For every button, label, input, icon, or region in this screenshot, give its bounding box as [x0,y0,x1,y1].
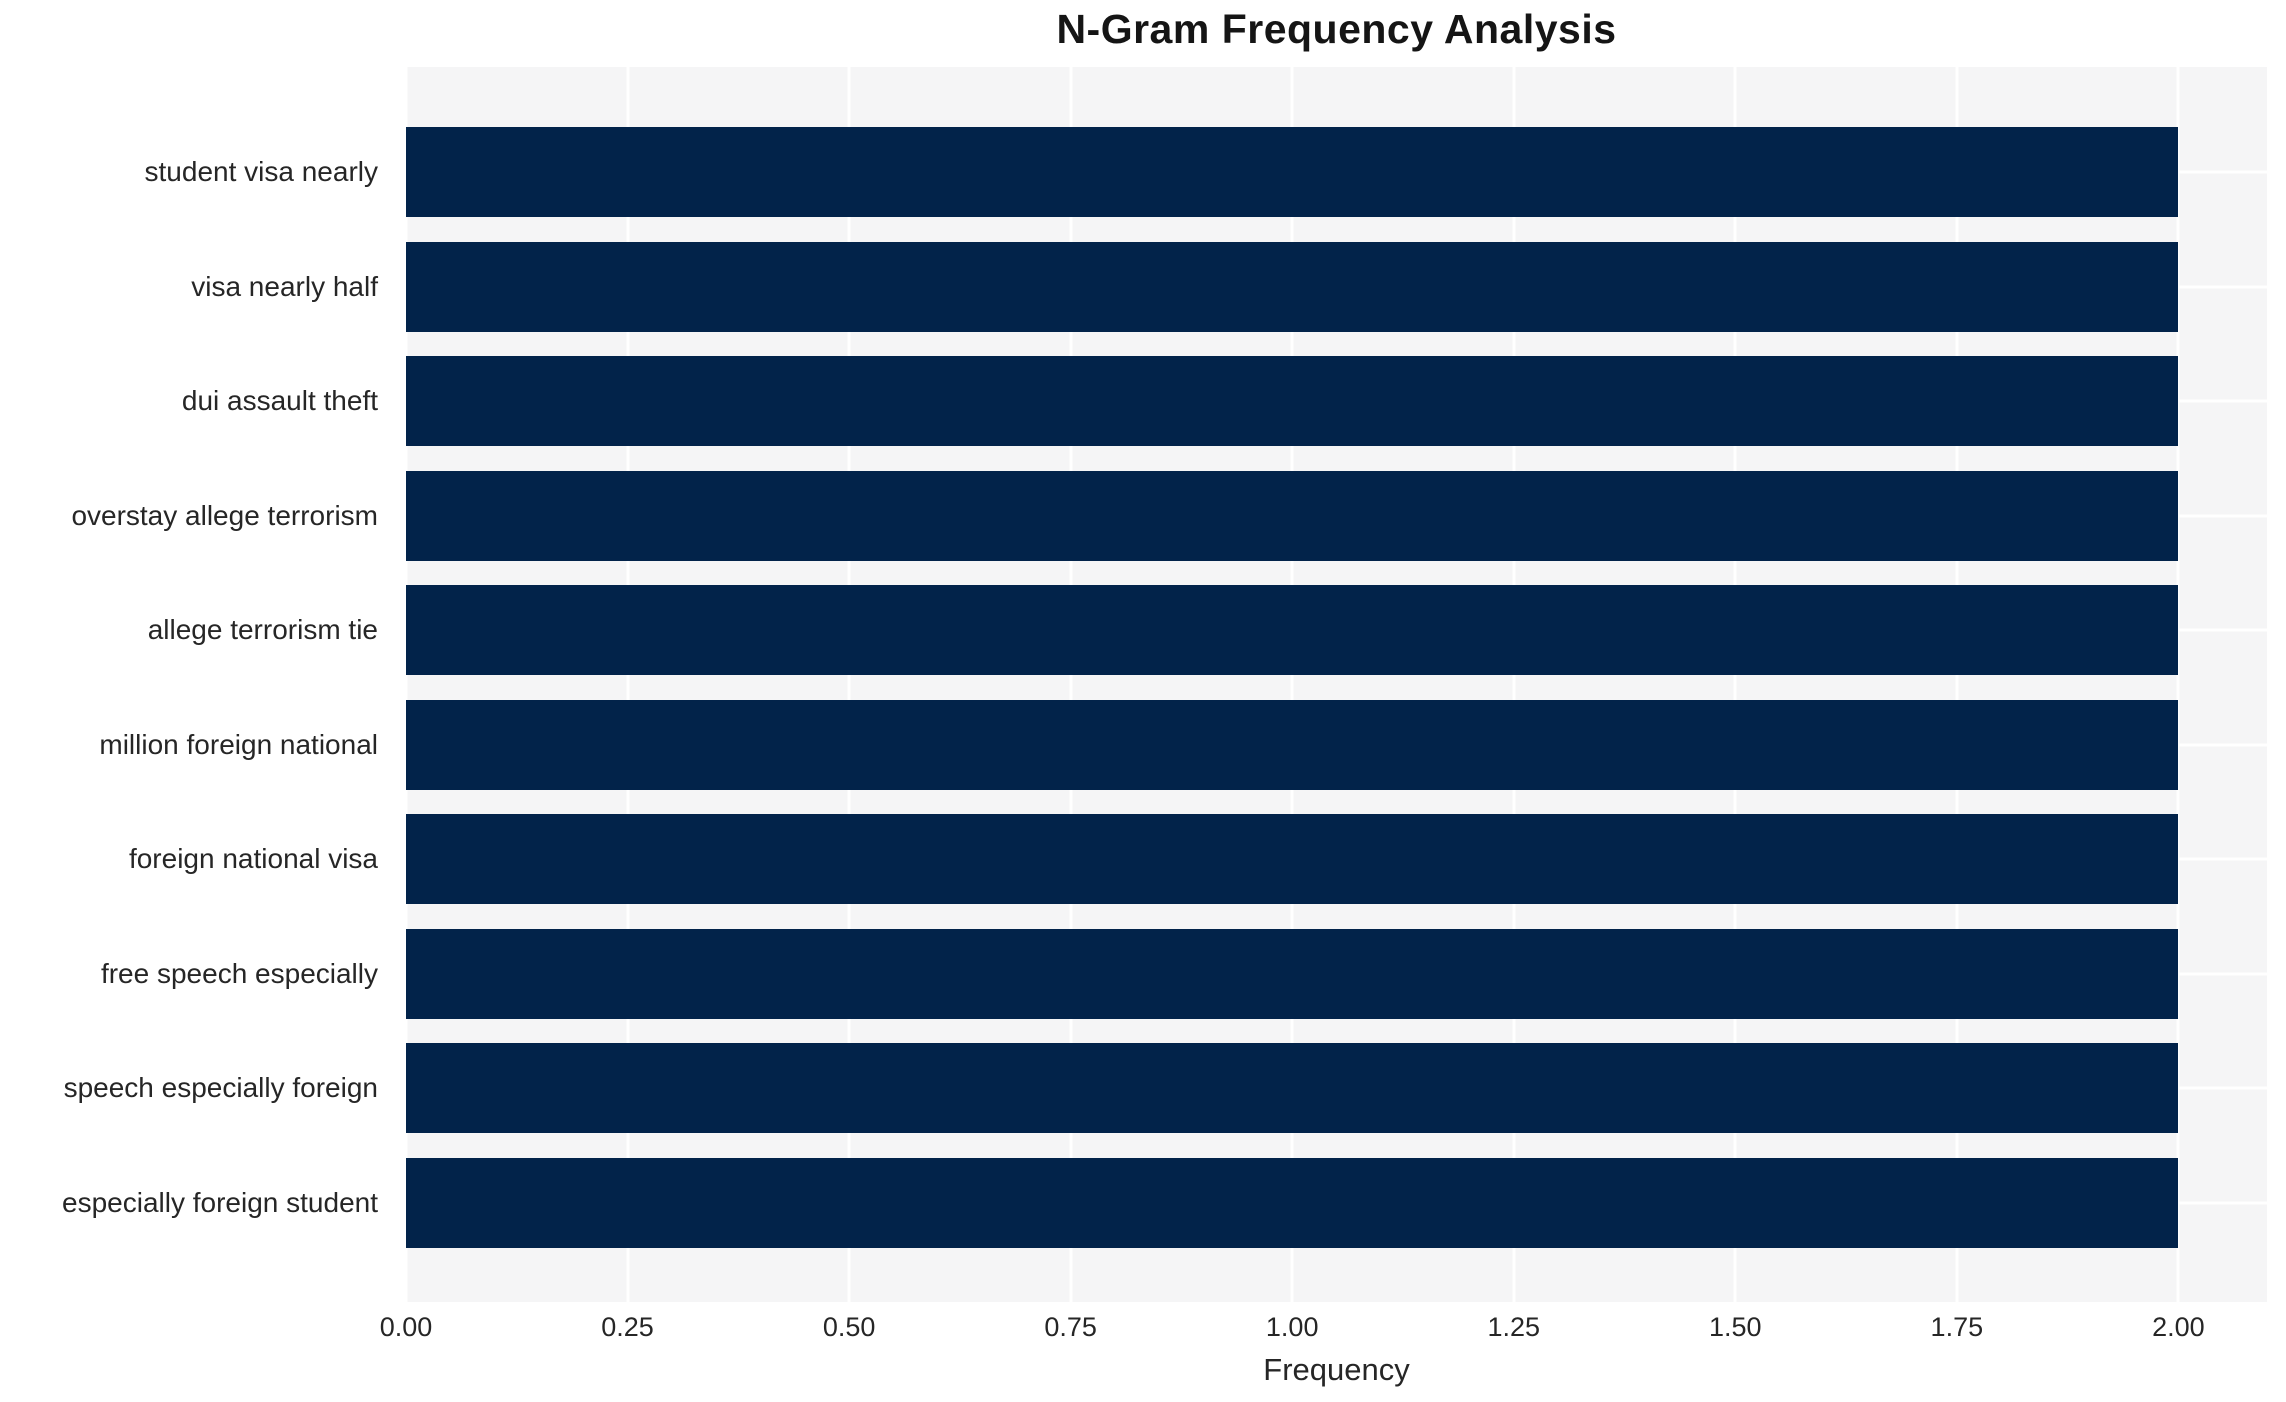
plot-area [404,67,2267,1302]
x-tick-label: 1.75 [1930,1312,1984,1342]
y-axis-labels: student visa nearly visa nearly half dui a… [0,67,392,1302]
bar-rows [406,67,2267,1302]
y-axis-label: allege terrorism tie [147,614,378,646]
gridline-vertical [404,67,408,1302]
x-tick-label: 2.00 [2152,1312,2205,1342]
x-axis-title: Frequency [1263,1352,1410,1387]
bar-row [406,585,2267,676]
bar-row [406,356,2267,447]
bar [406,127,2179,217]
gridline-vertical [1733,67,1737,1302]
y-axis-label: speech especially foreign [63,1072,378,1104]
gridline-vertical [2176,67,2180,1302]
bar-row [406,1043,2267,1134]
gridline-vertical [1069,67,1073,1302]
gridline-vertical [847,67,851,1302]
gridline-vertical [1955,67,1959,1302]
x-tick-label: 1.00 [1265,1312,1319,1342]
gridline-vertical [626,67,630,1302]
x-tick-label: 0.25 [601,1312,654,1342]
y-axis-label: especially foreign student [62,1186,378,1218]
x-tick-label: 1.50 [1709,1312,1762,1342]
bar [406,814,2179,905]
bar [406,699,2179,790]
bar [406,1157,2179,1248]
y-axis-label: foreign national visa [128,843,378,875]
y-axis-label: free speech especially [100,957,378,989]
bar-row [406,470,2267,561]
x-tick-label: 0.75 [1044,1312,1097,1342]
bar-row [406,127,2267,217]
gridline-vertical [1512,67,1516,1302]
bar-row [406,1157,2267,1248]
y-axis-label: overstay allege terrorism [71,499,378,531]
bar [406,470,2179,561]
x-tick-label: 0.50 [822,1312,876,1342]
bar [406,241,2179,332]
bar [406,585,2179,676]
x-tick-label: 1.25 [1487,1312,1541,1342]
bar-row [406,241,2267,332]
bar [406,1043,2179,1134]
bar-row [406,928,2267,1019]
bar-row [406,814,2267,905]
y-axis-label: visa nearly half [191,270,378,302]
x-axis-ticks: 0.00 0.25 0.50 0.75 1.00 1.25 1.50 1.75 2.00 [380,1302,2267,1350]
y-axis-label: dui assault theft [181,385,378,417]
bar-row [406,699,2267,790]
bar [406,928,2179,1019]
x-tick-label: 0.00 [379,1312,433,1342]
y-axis-label: million foreign national [99,728,378,760]
bar [406,356,2179,447]
chart-title: N-Gram Frequency Analysis [1056,6,1617,52]
gridline-vertical [1290,67,1294,1302]
y-axis-label: student visa nearly [144,156,378,187]
